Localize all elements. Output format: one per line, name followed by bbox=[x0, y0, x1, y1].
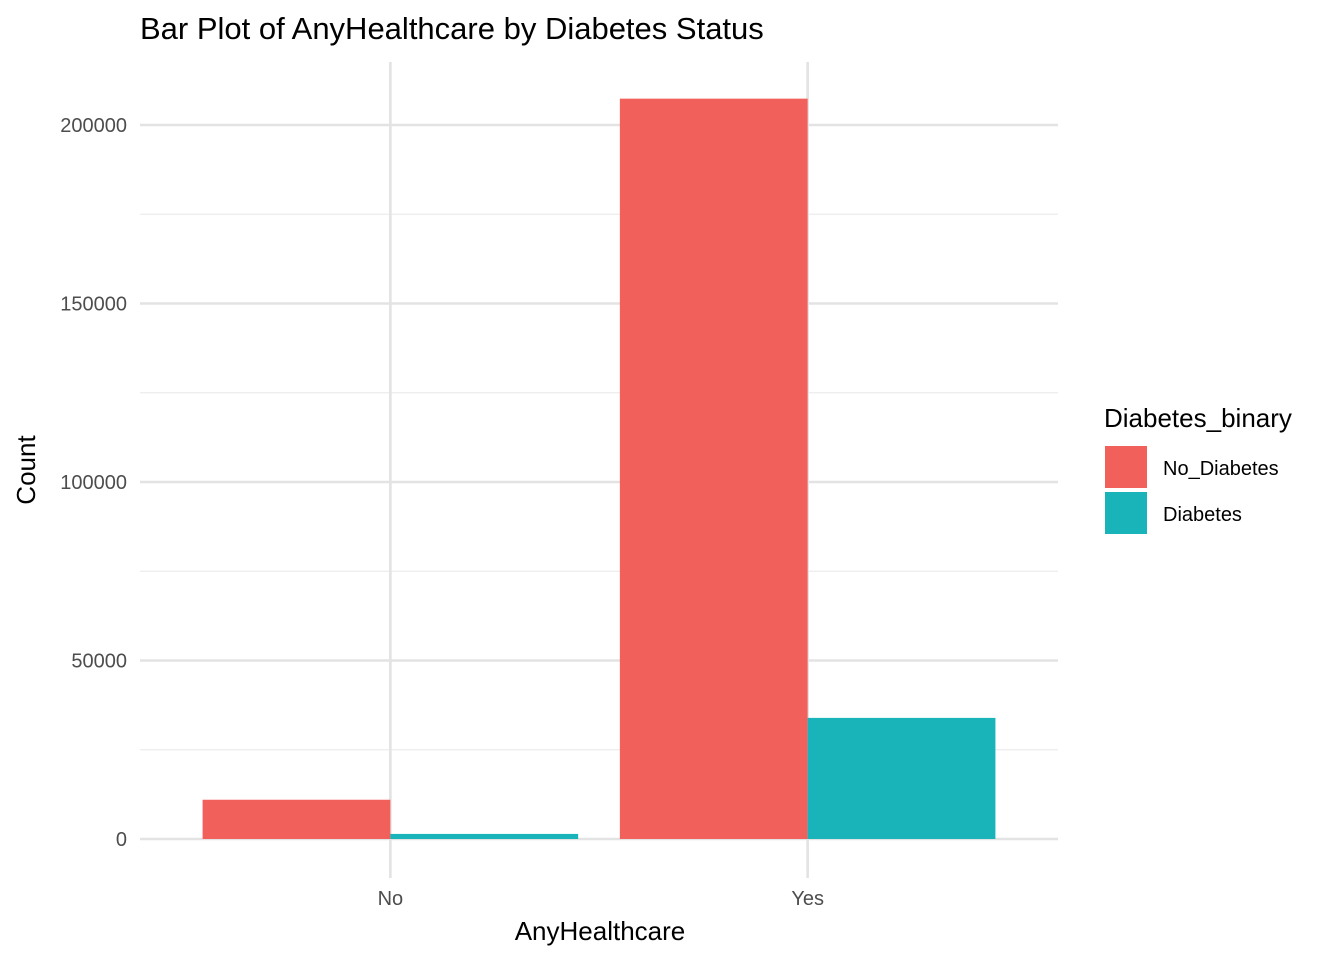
bar-no-diabetes-yes bbox=[619, 98, 808, 839]
legend-key-diabetes bbox=[1105, 492, 1147, 534]
y-axis-title: Count bbox=[11, 435, 41, 505]
x-tick-label: Yes bbox=[791, 888, 824, 910]
legend: Diabetes_binary No_Diabetes Diabetes bbox=[1104, 403, 1292, 534]
chart-title: Bar Plot of AnyHealthcare by Diabetes St… bbox=[140, 11, 764, 46]
legend-items: No_Diabetes Diabetes bbox=[1105, 446, 1279, 534]
legend-label: Diabetes bbox=[1163, 504, 1242, 526]
bar-diabetes-no bbox=[390, 833, 579, 839]
y-tick-label: 100000 bbox=[60, 472, 127, 494]
x-tick-label: No bbox=[378, 888, 404, 910]
legend-label: No_Diabetes bbox=[1163, 458, 1279, 480]
y-tick-label: 200000 bbox=[60, 115, 127, 137]
y-tick-label: 150000 bbox=[60, 294, 127, 316]
axis-ticks: 0 50000 100000 150000 200000 No Yes bbox=[60, 115, 824, 910]
x-axis-title: AnyHealthcare bbox=[515, 916, 686, 946]
legend-title: Diabetes_binary bbox=[1104, 403, 1292, 433]
bar-diabetes-yes bbox=[807, 717, 996, 839]
bars bbox=[202, 98, 996, 839]
y-tick-label: 0 bbox=[116, 829, 127, 851]
y-tick-label: 50000 bbox=[71, 651, 127, 673]
legend-key-no-diabetes bbox=[1105, 446, 1147, 488]
bar-no-diabetes-no bbox=[202, 799, 391, 839]
